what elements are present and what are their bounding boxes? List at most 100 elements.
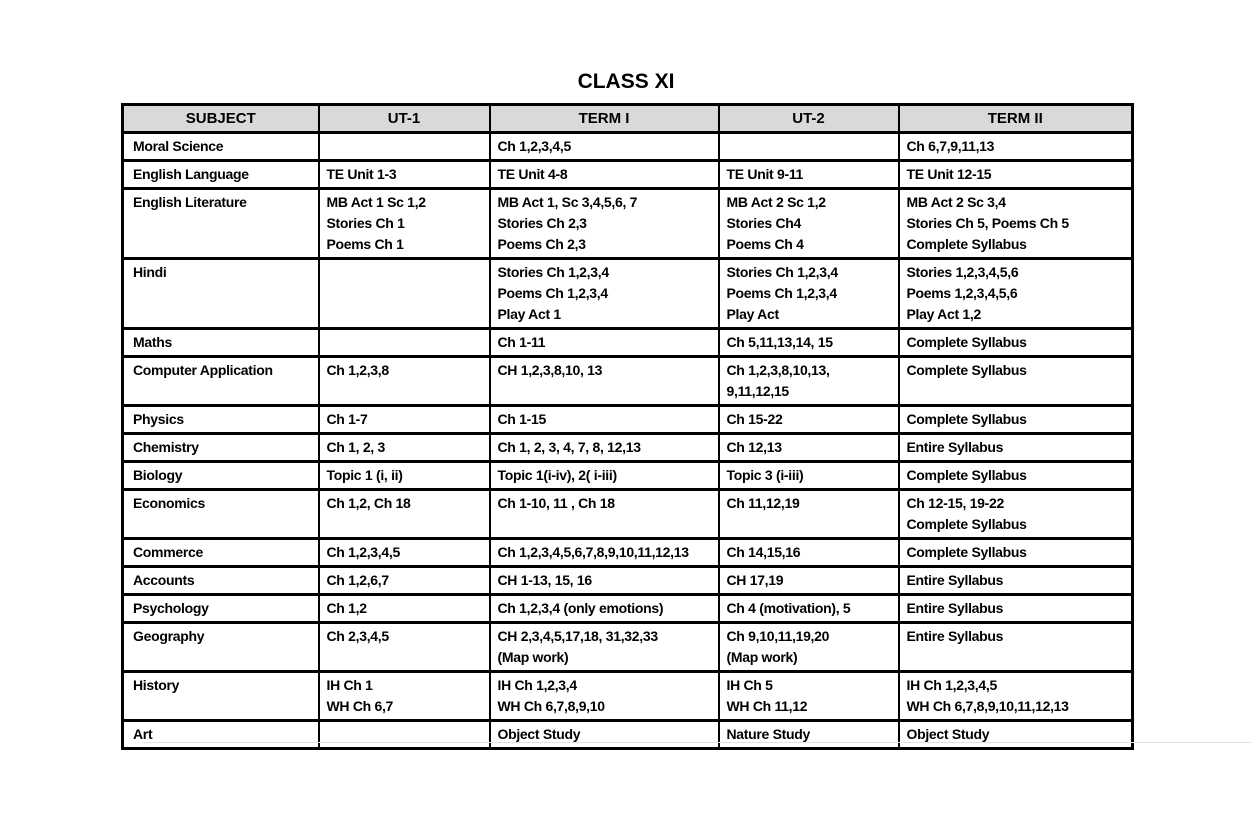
column-header-ut1: UT-1 [317,103,491,134]
table-row: Commerce Ch 1,2,3,4,5 Ch 1,2,3,4,5,6,7,8,9… [121,537,1134,568]
syllabus-cell-ut1: Ch 2,3,4,5 [317,621,491,673]
syllabus-cell-term2: Entire Syllabus [897,432,1134,463]
subject-cell: English Literature [121,187,320,260]
syllabus-cell-ut2: TE Unit 9-11 [717,159,900,190]
syllabus-cell-ut2: Nature Study [717,719,900,750]
syllabus-cell-ut1: MB Act 1 Sc 1,2 Stories Ch 1 Poems Ch 1 [317,187,491,260]
syllabus-cell-ut2: MB Act 2 Sc 1,2 Stories Ch4 Poems Ch 4 [717,187,900,260]
syllabus-cell-ut1: IH Ch 1 WH Ch 6,7 [317,670,491,722]
table-row: Biology Topic 1 (i, ii) Topic 1(i-iv), 2( … [121,460,1134,491]
syllabus-cell-ut1: TE Unit 1-3 [317,159,491,190]
syllabus-cell-term2: Ch 6,7,9,11,13 [897,131,1134,162]
syllabus-cell-term2: TE Unit 12-15 [897,159,1134,190]
table-body: Moral Science Ch 1,2,3,4,5 Ch 6,7,9,11,13 E… [121,131,1134,750]
syllabus-cell-term1: Topic 1(i-iv), 2( i-iii) [488,460,720,491]
syllabus-cell-ut1: Ch 1, 2, 3 [317,432,491,463]
syllabus-cell-ut1: Ch 1,2, Ch 18 [317,488,491,540]
syllabus-cell-term1: Object Study [488,719,720,750]
column-header-ut2: UT-2 [717,103,900,134]
syllabus-cell-ut2: Stories Ch 1,2,3,4 Poems Ch 1,2,3,4 Play… [717,257,900,330]
syllabus-cell-term2: Ch 12-15, 19-22 Complete Syllabus [897,488,1134,540]
syllabus-cell-term1: Ch 1,2,3,4,5,6,7,8,9,10,11,12,13 [488,537,720,568]
subject-cell: Computer Application [121,355,320,407]
syllabus-cell-ut2: Ch 9,10,11,19,20 (Map work) [717,621,900,673]
table-row: Moral Science Ch 1,2,3,4,5 Ch 6,7,9,11,13 [121,131,1134,162]
syllabus-cell-term2: Complete Syllabus [897,404,1134,435]
syllabus-cell-term2: Complete Syllabus [897,355,1134,407]
syllabus-cell-ut2: IH Ch 5 WH Ch 11,12 [717,670,900,722]
syllabus-cell-ut2: Ch 5,11,13,14, 15 [717,327,900,358]
subject-cell: Chemistry [121,432,320,463]
syllabus-cell-term1: Ch 1, 2, 3, 4, 7, 8, 12,13 [488,432,720,463]
column-header-term2: TERM II [897,103,1134,134]
page-title: CLASS XI [577,70,675,93]
syllabus-cell-term1: Ch 1-11 [488,327,720,358]
syllabus-cell-term2: Complete Syllabus [897,460,1134,491]
syllabus-cell-ut2: Ch 14,15,16 [717,537,900,568]
syllabus-cell-ut1: Topic 1 (i, ii) [317,460,491,491]
syllabus-cell-ut2: Ch 11,12,19 [717,488,900,540]
table-row: Maths Ch 1-11 Ch 5,11,13,14, 15 Complete Sy… [121,327,1134,358]
syllabus-cell-term1: CH 1,2,3,8,10, 13 [488,355,720,407]
syllabus-cell-ut1: Ch 1,2 [317,593,491,624]
subject-cell: Physics [121,404,320,435]
subject-cell: Commerce [121,537,320,568]
syllabus-cell-term2: Stories 1,2,3,4,5,6 Poems 1,2,3,4,5,6 Pl… [897,257,1134,330]
scan-edge-line [142,742,1252,743]
syllabus-cell-ut1: Ch 1-7 [317,404,491,435]
class-xi-syllabus-table: SUBJECT UT-1 TERM I UT-2 TERM II Moral Scien… [121,103,1134,750]
syllabus-cell-ut2: Ch 4 (motivation), 5 [717,593,900,624]
syllabus-cell-ut1 [317,131,491,162]
table-row: Geography Ch 2,3,4,5 CH 2,3,4,5,17,18, 31,… [121,621,1134,673]
table-row: English Literature MB Act 1 Sc 1,2 Storie… [121,187,1134,260]
table-row: Psychology Ch 1,2 Ch 1,2,3,4 (only emotion… [121,593,1134,624]
syllabus-cell-ut2: Topic 3 (i-iii) [717,460,900,491]
syllabus-cell-ut2: Ch 15-22 [717,404,900,435]
syllabus-cell-term1: Ch 1,2,3,4,5 [488,131,720,162]
subject-cell: Hindi [121,257,320,330]
syllabus-cell-ut1 [317,327,491,358]
syllabus-cell-ut2: Ch 12,13 [717,432,900,463]
table-row: Computer Application Ch 1,2,3,8 CH 1,2,3,8… [121,355,1134,407]
syllabus-cell-term1: MB Act 1, Sc 3,4,5,6, 7 Stories Ch 2,3 P… [488,187,720,260]
subject-cell: English Language [121,159,320,190]
column-header-subject: SUBJECT [121,103,320,134]
table-row: Chemistry Ch 1, 2, 3 Ch 1, 2, 3, 4, 7, 8, … [121,432,1134,463]
syllabus-cell-ut1 [317,257,491,330]
table-row: English Language TE Unit 1-3 TE Unit 4-8 TE… [121,159,1134,190]
subject-cell: Psychology [121,593,320,624]
syllabus-cell-ut1: Ch 1,2,6,7 [317,565,491,596]
syllabus-cell-term1: Stories Ch 1,2,3,4 Poems Ch 1,2,3,4 Play… [488,257,720,330]
subject-cell: Moral Science [121,131,320,162]
table-row: Art Object Study Nature Study Object Study [121,719,1134,750]
table-row: Hindi Stories Ch 1,2,3,4 Poems Ch 1,2,3,4… [121,257,1134,330]
subject-cell: Accounts [121,565,320,596]
syllabus-cell-term2: Object Study [897,719,1134,750]
subject-cell: Geography [121,621,320,673]
syllabus-cell-ut2 [717,131,900,162]
header-row: SUBJECT UT-1 TERM I UT-2 TERM II [121,103,1134,134]
syllabus-cell-ut2: CH 17,19 [717,565,900,596]
table-row: Physics Ch 1-7 Ch 1-15 Ch 15-22 Complete Syl… [121,404,1134,435]
subject-cell: Biology [121,460,320,491]
syllabus-cell-ut1: Ch 1,2,3,8 [317,355,491,407]
syllabus-cell-term2: Entire Syllabus [897,593,1134,624]
syllabus-cell-term1: Ch 1-15 [488,404,720,435]
syllabus-cell-term1: IH Ch 1,2,3,4 WH Ch 6,7,8,9,10 [488,670,720,722]
syllabus-cell-term1: CH 1-13, 15, 16 [488,565,720,596]
column-header-term1: TERM I [488,103,720,134]
subject-cell: Maths [121,327,320,358]
syllabus-cell-term1: CH 2,3,4,5,17,18, 31,32,33 (Map work) [488,621,720,673]
syllabus-cell-term2: Complete Syllabus [897,327,1134,358]
syllabus-cell-term2: Complete Syllabus [897,537,1134,568]
table-row: Economics Ch 1,2, Ch 18 Ch 1-10, 11 , Ch 1… [121,488,1134,540]
syllabus-cell-term2: Entire Syllabus [897,621,1134,673]
subject-cell: Art [121,719,320,750]
subject-cell: Economics [121,488,320,540]
table-row: History IH Ch 1 WH Ch 6,7 IH Ch 1,2,3,4 WH… [121,670,1134,722]
table-row: Accounts Ch 1,2,6,7 CH 1-13, 15, 16 CH 17,1… [121,565,1134,596]
syllabus-cell-term2: MB Act 2 Sc 3,4 Stories Ch 5, Poems Ch 5… [897,187,1134,260]
syllabus-cell-term2: IH Ch 1,2,3,4,5 WH Ch 6,7,8,9,10,11,12,1… [897,670,1134,722]
syllabus-cell-ut1 [317,719,491,750]
